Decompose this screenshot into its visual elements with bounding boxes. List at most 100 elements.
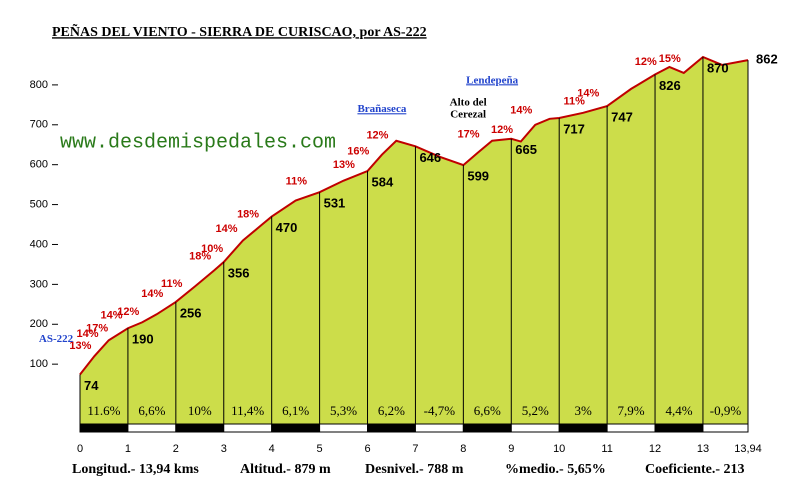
elevation-label: 717 bbox=[563, 121, 585, 136]
segment-label: 11.6% bbox=[87, 403, 120, 418]
elevation-label: 747 bbox=[611, 109, 633, 124]
place-label: Cerezal bbox=[450, 108, 486, 120]
km-bar bbox=[175, 423, 225, 433]
y-tick-label: 600 bbox=[30, 159, 48, 171]
km-bar bbox=[702, 423, 749, 433]
segment-label: -4,7% bbox=[424, 403, 456, 418]
segment-label: 6,2% bbox=[378, 403, 405, 418]
place-label: Alto del bbox=[450, 96, 487, 108]
place-label: Brañaseca bbox=[357, 103, 406, 115]
y-tick-label: 200 bbox=[30, 318, 48, 330]
km-bar bbox=[223, 423, 273, 433]
gradient-label: 11% bbox=[564, 95, 586, 107]
x-tick-label: 9 bbox=[508, 443, 514, 455]
gradient-label: 14% bbox=[77, 328, 99, 340]
x-tick-label: 13 bbox=[697, 443, 709, 455]
elevation-label: 531 bbox=[324, 196, 346, 211]
km-bar bbox=[558, 423, 608, 433]
y-tick-label: 300 bbox=[30, 278, 48, 290]
y-tick-label: 500 bbox=[30, 198, 48, 210]
x-tick-label: 12 bbox=[649, 443, 661, 455]
place-label: Lendepeña bbox=[466, 74, 518, 86]
x-tick-label: 7 bbox=[412, 443, 418, 455]
elevation-label: 356 bbox=[228, 265, 250, 280]
segment-label: -0,9% bbox=[710, 403, 742, 418]
website: www.desdemispedales.com bbox=[60, 131, 336, 154]
elevation-label: 646 bbox=[419, 150, 441, 165]
elevation-label: 862 bbox=[756, 52, 778, 67]
km-bar bbox=[462, 423, 512, 433]
elevation-label: 256 bbox=[180, 305, 202, 320]
km-bar bbox=[319, 423, 369, 433]
x-tick-label: 8 bbox=[460, 443, 466, 455]
y-tick-label: 100 bbox=[30, 358, 48, 370]
x-tick-label: 0 bbox=[77, 443, 83, 455]
gradient-label: 14% bbox=[577, 87, 599, 99]
km-bar bbox=[127, 423, 177, 433]
stat: Altitud.- 879 m bbox=[240, 462, 331, 477]
stat: Longitud.- 13,94 kms bbox=[72, 462, 199, 477]
gradient-label: 12% bbox=[491, 124, 513, 136]
gradient-label: 14% bbox=[215, 223, 237, 235]
segment-label: 6,6% bbox=[138, 403, 165, 418]
stat: Coeficiente.- 213 bbox=[645, 462, 745, 477]
gradient-label: 14% bbox=[510, 105, 532, 117]
gradient-label: 14% bbox=[100, 310, 122, 322]
gradient-label: 16% bbox=[347, 146, 369, 158]
x-tick-label: 2 bbox=[173, 443, 179, 455]
segment-label: 5,2% bbox=[522, 403, 549, 418]
gradient-label: 18% bbox=[237, 208, 259, 220]
gradient-label: 17% bbox=[86, 323, 108, 335]
x-tick-label: 13,94 bbox=[734, 443, 762, 455]
chart-title: PEÑAS DEL VIENTO - SIERRA DE CURISCAO, p… bbox=[52, 22, 427, 40]
segment-label: 6,1% bbox=[282, 403, 309, 418]
gradient-label: 14% bbox=[141, 288, 163, 300]
elevation-label: 826 bbox=[659, 78, 681, 93]
gradient-label: 12% bbox=[117, 306, 139, 318]
segment-label: 5,3% bbox=[330, 403, 357, 418]
profile-line bbox=[79, 55, 749, 376]
x-tick-label: 10 bbox=[553, 443, 565, 455]
km-bar bbox=[510, 423, 560, 433]
elevation-label: 470 bbox=[276, 220, 298, 235]
gradient-label: 17% bbox=[457, 129, 479, 141]
elevation-label: 665 bbox=[515, 142, 537, 157]
gradient-label: 11% bbox=[161, 278, 183, 290]
x-tick-label: 5 bbox=[317, 443, 323, 455]
gradient-label: 18% bbox=[189, 250, 211, 262]
km-bar bbox=[79, 423, 129, 433]
gradient-label: 11% bbox=[286, 175, 308, 187]
gradient-label: 12% bbox=[635, 56, 657, 68]
segment-label: 4,4% bbox=[665, 403, 692, 418]
x-tick-label: 11 bbox=[601, 443, 612, 455]
elevation-label: 599 bbox=[467, 169, 489, 184]
km-bar bbox=[271, 423, 321, 433]
x-tick-label: 6 bbox=[364, 443, 370, 455]
segment-label: 3% bbox=[574, 403, 592, 418]
x-tick-label: 4 bbox=[269, 443, 275, 455]
km-bar bbox=[414, 423, 464, 433]
x-tick-label: 3 bbox=[221, 443, 227, 455]
y-tick-label: 800 bbox=[30, 79, 48, 91]
y-tick-label: 400 bbox=[30, 238, 48, 250]
gradient-label: 10% bbox=[201, 243, 223, 255]
stat: %medio.- 5,65% bbox=[505, 462, 606, 477]
place-label: AS-222 bbox=[39, 333, 74, 345]
gradient-label: 13% bbox=[333, 159, 355, 171]
km-bar bbox=[367, 423, 416, 433]
gradient-label: 15% bbox=[659, 53, 681, 65]
km-bar bbox=[606, 423, 656, 433]
x-tick-label: 1 bbox=[125, 443, 131, 455]
y-tick-label: 700 bbox=[30, 119, 48, 131]
segment-label: 11,4% bbox=[231, 403, 264, 418]
elevation-label: 190 bbox=[132, 332, 154, 347]
gradient-label: 12% bbox=[366, 129, 388, 141]
gradient-label: 13% bbox=[69, 340, 91, 352]
segment-label: 7,9% bbox=[618, 403, 645, 418]
profile-area bbox=[80, 56, 748, 425]
elevation-label: 870 bbox=[707, 60, 729, 75]
km-bar bbox=[654, 423, 704, 433]
segment-label: 10% bbox=[188, 403, 212, 418]
elevation-label: 74 bbox=[84, 378, 99, 393]
